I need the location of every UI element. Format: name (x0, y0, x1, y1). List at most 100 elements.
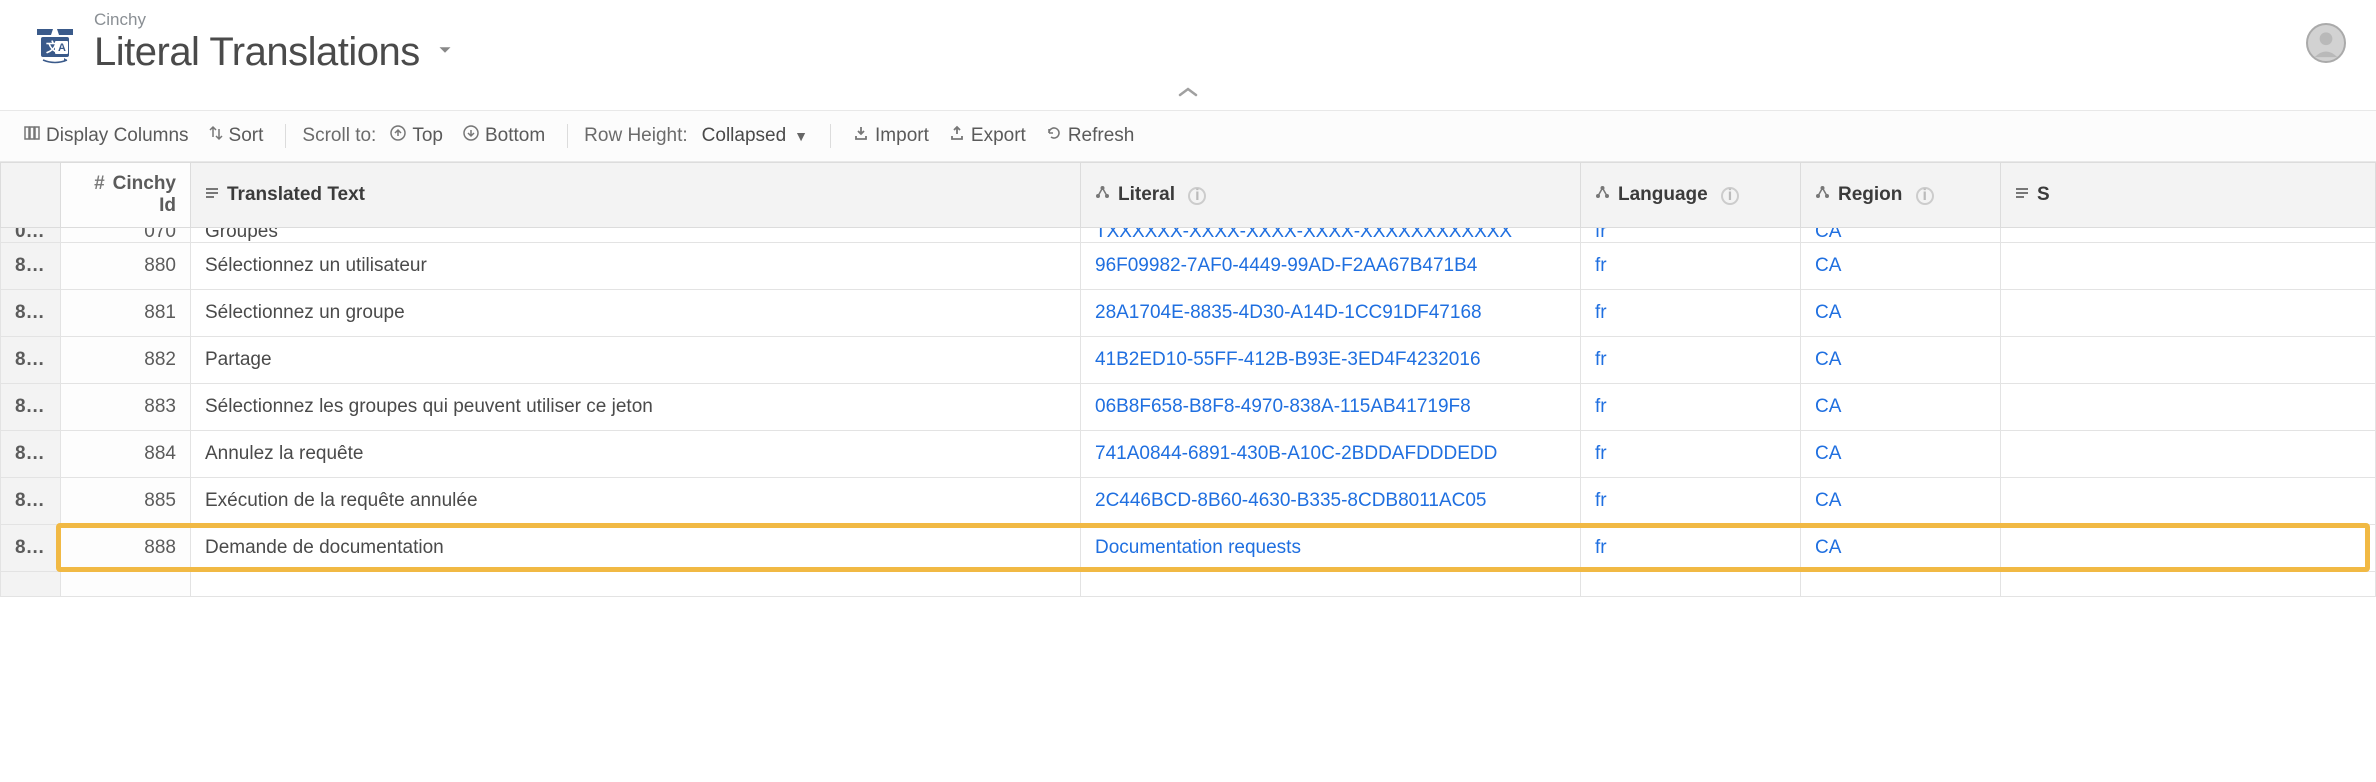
language-link[interactable]: fr (1595, 228, 1607, 243)
region-link[interactable]: CA (1815, 349, 1841, 370)
cell-last[interactable] (2001, 290, 2376, 337)
cell-translated-text[interactable]: Annulez la requête (191, 431, 1081, 478)
cell-language[interactable]: fr (1581, 290, 1801, 337)
title-dropdown-icon[interactable] (434, 39, 456, 67)
region-link[interactable]: CA (1815, 228, 1841, 243)
cell-language[interactable]: fr (1581, 337, 1801, 384)
info-icon[interactable]: i (1721, 187, 1739, 205)
cell-cinchy-id[interactable]: 885 (61, 478, 191, 525)
cell-last[interactable] (2001, 384, 2376, 431)
table-row[interactable]: 884884Annulez la requête741A0844-6891-43… (1, 431, 2376, 478)
cell-region[interactable]: CA (1801, 525, 2001, 572)
language-link[interactable]: fr (1595, 443, 1607, 464)
literal-link[interactable]: 06B8F658-B8F8-4970-838A-115AB41719F8 (1095, 396, 1471, 417)
breadcrumb[interactable]: Cinchy (94, 10, 456, 30)
literal-link[interactable]: 28A1704E-8835-4D30-A14D-1CC91DF47168 (1095, 302, 1482, 323)
display-columns-button[interactable]: Display Columns (18, 121, 195, 151)
literal-link[interactable]: Documentation requests (1095, 537, 1301, 558)
import-button[interactable]: Import (847, 121, 935, 151)
language-link[interactable]: fr (1595, 537, 1607, 558)
language-link[interactable]: fr (1595, 396, 1607, 417)
cell-literal[interactable]: 28A1704E-8835-4D30-A14D-1CC91DF47168 (1081, 290, 1581, 337)
literal-link[interactable]: 741A0844-6891-430B-A10C-2BDDAFDDDEDD (1095, 443, 1497, 464)
table-row[interactable]: 070070GroupesTXXXXXX-XXXX-XXXX-XXXX-XXXX… (1, 228, 2376, 243)
collapse-header-icon[interactable] (0, 80, 2376, 110)
col-header-last[interactable]: S (2001, 163, 2376, 228)
cell-translated-text[interactable]: Demande de documentation (191, 525, 1081, 572)
cell-literal[interactable]: Documentation requests (1081, 525, 1581, 572)
cell-last[interactable] (2001, 478, 2376, 525)
region-link[interactable]: CA (1815, 396, 1841, 417)
cell-region[interactable]: CA (1801, 478, 2001, 525)
cell-cinchy-id[interactable]: 070 (61, 228, 191, 243)
cell-translated-text[interactable]: Exécution de la requête annulée (191, 478, 1081, 525)
table-row[interactable]: 882882Partage41B2ED10-55FF-412B-B93E-3ED… (1, 337, 2376, 384)
cell-last[interactable] (2001, 243, 2376, 290)
table-row[interactable]: 880880Sélectionnez un utilisateur96F0998… (1, 243, 2376, 290)
table-row[interactable]: 886888Demande de documentationDocumentat… (1, 525, 2376, 572)
cell-cinchy-id[interactable]: 884 (61, 431, 191, 478)
scroll-top-button[interactable]: Top (384, 121, 449, 151)
language-link[interactable]: fr (1595, 302, 1607, 323)
cell-region[interactable]: CA (1801, 384, 2001, 431)
cell-last[interactable] (2001, 337, 2376, 384)
info-icon[interactable]: i (1188, 187, 1206, 205)
cell-cinchy-id[interactable]: 880 (61, 243, 191, 290)
cell-region[interactable]: CA (1801, 337, 2001, 384)
col-header-rownum[interactable] (1, 163, 61, 228)
literal-link[interactable]: TXXXXXX-XXXX-XXXX-XXXX-XXXXXXXXXXXX (1095, 228, 1512, 243)
cell-translated-text[interactable]: Sélectionnez un groupe (191, 290, 1081, 337)
cell-translated-text[interactable]: Partage (191, 337, 1081, 384)
cell-cinchy-id[interactable]: 888 (61, 525, 191, 572)
col-header-cinchy-id[interactable]: #Cinchy Id (61, 163, 191, 228)
cell-literal[interactable]: 06B8F658-B8F8-4970-838A-115AB41719F8 (1081, 384, 1581, 431)
table-row[interactable]: 883883Sélectionnez les groupes qui peuve… (1, 384, 2376, 431)
col-header-region[interactable]: Region i (1801, 163, 2001, 228)
cell-translated-text[interactable]: Sélectionnez un utilisateur (191, 243, 1081, 290)
region-link[interactable]: CA (1815, 443, 1841, 464)
col-header-translated-text[interactable]: Translated Text (191, 163, 1081, 228)
table-row[interactable]: 881881Sélectionnez un groupe28A1704E-883… (1, 290, 2376, 337)
cell-literal[interactable]: 41B2ED10-55FF-412B-B93E-3ED4F4232016 (1081, 337, 1581, 384)
cell-cinchy-id[interactable]: 881 (61, 290, 191, 337)
cell-language[interactable]: fr (1581, 431, 1801, 478)
cell-language[interactable]: fr (1581, 478, 1801, 525)
literal-link[interactable]: 96F09982-7AF0-4449-99AD-F2AA67B471B4 (1095, 255, 1477, 276)
cell-literal[interactable]: 2C446BCD-8B60-4630-B335-8CDB8011AC05 (1081, 478, 1581, 525)
language-link[interactable]: fr (1595, 490, 1607, 511)
cell-language[interactable]: fr (1581, 525, 1801, 572)
language-link[interactable]: fr (1595, 255, 1607, 276)
cell-language[interactable]: fr (1581, 228, 1801, 243)
cell-last[interactable] (2001, 228, 2376, 243)
cell-language[interactable]: fr (1581, 243, 1801, 290)
cell-language[interactable]: fr (1581, 384, 1801, 431)
region-link[interactable]: CA (1815, 255, 1841, 276)
avatar[interactable] (2306, 23, 2346, 63)
cell-literal[interactable]: TXXXXXX-XXXX-XXXX-XXXX-XXXXXXXXXXXX (1081, 228, 1581, 243)
region-link[interactable]: CA (1815, 537, 1841, 558)
scroll-bottom-button[interactable]: Bottom (457, 121, 551, 151)
refresh-button[interactable]: Refresh (1040, 121, 1141, 151)
info-icon[interactable]: i (1916, 187, 1934, 205)
cell-literal[interactable]: 741A0844-6891-430B-A10C-2BDDAFDDDEDD (1081, 431, 1581, 478)
table-row[interactable]: 885885Exécution de la requête annulée2C4… (1, 478, 2376, 525)
cell-cinchy-id[interactable]: 882 (61, 337, 191, 384)
cell-region[interactable]: CA (1801, 228, 2001, 243)
literal-link[interactable]: 2C446BCD-8B60-4630-B335-8CDB8011AC05 (1095, 490, 1487, 511)
cell-region[interactable]: CA (1801, 243, 2001, 290)
cell-literal[interactable]: 96F09982-7AF0-4449-99AD-F2AA67B471B4 (1081, 243, 1581, 290)
row-height-select[interactable]: Collapsed ▼ (696, 121, 814, 151)
table-row[interactable] (1, 572, 2376, 597)
literal-link[interactable]: 41B2ED10-55FF-412B-B93E-3ED4F4232016 (1095, 349, 1481, 370)
cell-last[interactable] (2001, 525, 2376, 572)
region-link[interactable]: CA (1815, 490, 1841, 511)
sort-button[interactable]: Sort (203, 121, 270, 151)
cell-cinchy-id[interactable]: 883 (61, 384, 191, 431)
col-header-literal[interactable]: Literal i (1081, 163, 1581, 228)
cell-translated-text[interactable]: Sélectionnez les groupes qui peuvent uti… (191, 384, 1081, 431)
cell-region[interactable]: CA (1801, 290, 2001, 337)
export-button[interactable]: Export (943, 121, 1032, 151)
cell-last[interactable] (2001, 431, 2376, 478)
region-link[interactable]: CA (1815, 302, 1841, 323)
cell-translated-text[interactable]: Groupes (191, 228, 1081, 243)
